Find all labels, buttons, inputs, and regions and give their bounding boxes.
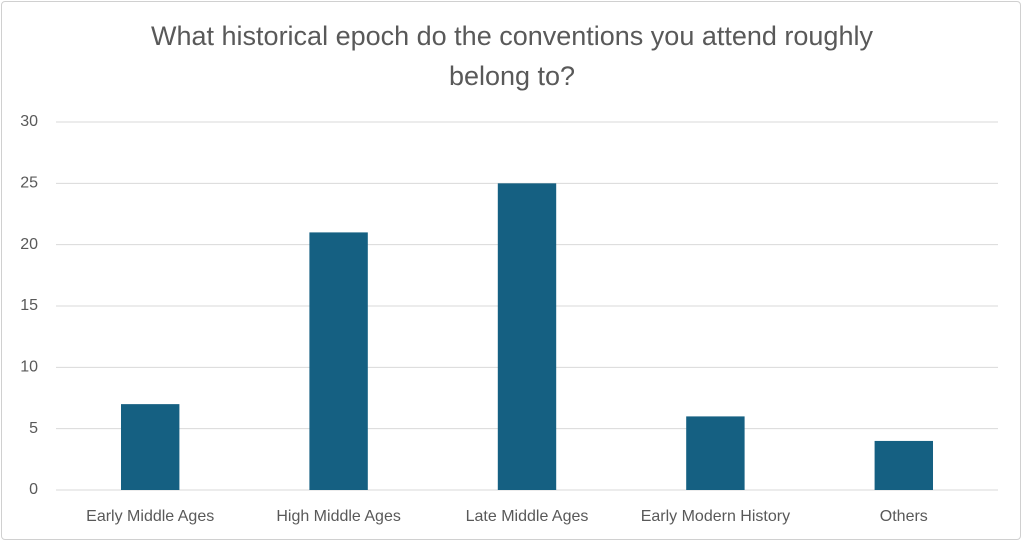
x-tick-label: High Middle Ages (276, 508, 401, 525)
x-tick-label: Late Middle Ages (466, 508, 589, 525)
y-tick-label: 0 (29, 481, 38, 498)
bar (686, 416, 745, 490)
y-tick-label: 30 (20, 113, 38, 130)
x-tick-label: Others (880, 508, 928, 525)
y-tick-label: 25 (20, 175, 38, 192)
bar (120, 404, 180, 490)
y-tick-label: 15 (20, 297, 38, 314)
chart-title: What historical epoch do the conventions… (151, 21, 873, 91)
bar (309, 232, 368, 490)
y-tick-label: 5 (29, 420, 38, 437)
y-tick-label: 10 (20, 359, 38, 376)
y-tick-label: 20 (20, 236, 38, 253)
bar (497, 183, 557, 491)
x-tick-label: Early Middle Ages (86, 508, 214, 525)
x-tick-label: Early Modern History (641, 508, 790, 525)
bar (874, 440, 934, 490)
